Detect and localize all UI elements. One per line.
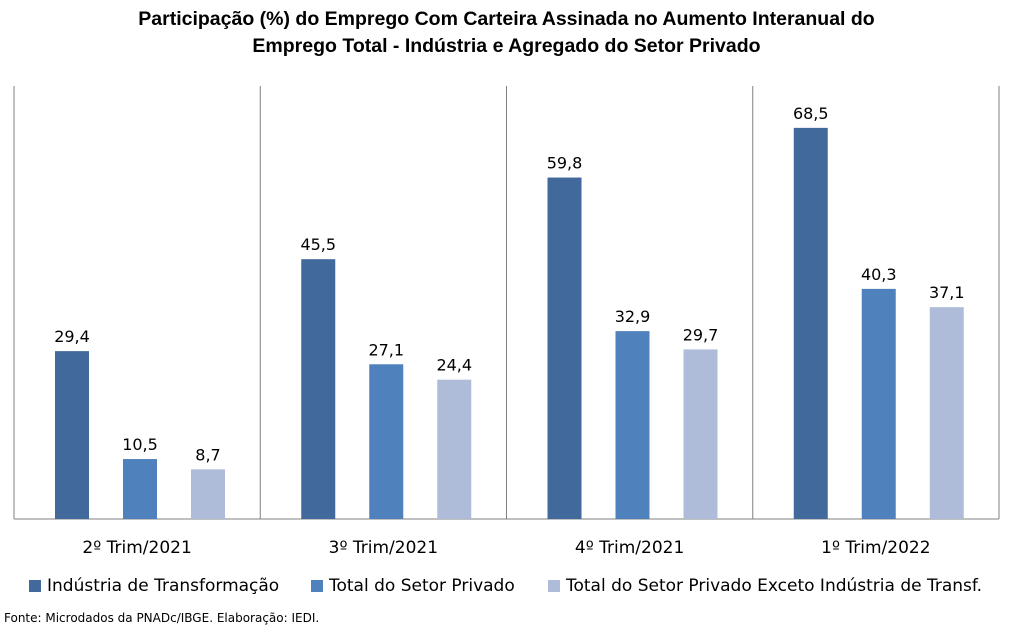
data-label: 29,7	[683, 325, 719, 344]
data-label: 10,5	[122, 435, 158, 454]
plot-area: 29,4 10,5 8,7 2º Trim/2021 45,5 27,1 24,4 3º Tr…	[13, 86, 1000, 558]
bar	[547, 177, 582, 520]
legend-swatch-total-privado	[311, 580, 323, 592]
bar	[55, 351, 89, 519]
data-label: 8,7	[195, 445, 220, 464]
data-label: 40,3	[861, 265, 897, 284]
source-note: Fonte: Microdados da PNADc/IBGE. Elabora…	[4, 611, 320, 625]
bar	[123, 459, 157, 519]
bar	[793, 127, 828, 520]
data-label: 32,9	[615, 307, 651, 326]
legend-label-exceto-industria: Total do Setor Privado Exceto Indústria …	[566, 576, 983, 596]
legend-item-industria: Indústria de Transformação	[29, 576, 279, 596]
bar	[861, 288, 896, 519]
data-label: 37,1	[929, 283, 965, 302]
bar	[369, 364, 404, 519]
category-label: 4º Trim/2021	[575, 538, 684, 558]
bar	[683, 349, 718, 519]
legend-item-exceto-industria: Total do Setor Privado Exceto Indústria …	[548, 576, 982, 596]
data-label: 29,4	[54, 327, 90, 346]
category-label: 3º Trim/2021	[329, 538, 438, 558]
data-label: 59,8	[547, 154, 583, 173]
legend-swatch-exceto-industria	[548, 580, 560, 592]
category-label: 1º Trim/2022	[821, 538, 930, 558]
legend-label-total-privado: Total do Setor Privado	[329, 576, 515, 596]
bar	[615, 331, 650, 519]
data-label: 27,1	[368, 340, 404, 359]
legend-item-total-privado: Total do Setor Privado	[311, 576, 515, 596]
bar	[929, 307, 964, 519]
data-label: 45,5	[300, 235, 336, 254]
bar	[301, 259, 336, 519]
legend: Indústria de Transformação Total do Seto…	[0, 576, 1013, 600]
category-label: 2º Trim/2021	[82, 538, 191, 558]
bar	[191, 469, 225, 519]
data-label: 68,5	[793, 104, 829, 123]
chart-title: Participação (%) do Emprego Com Carteira…	[0, 6, 1013, 60]
chart-title-line-2: Emprego Total - Indústria e Agregado do …	[252, 35, 761, 57]
bar	[437, 379, 472, 519]
legend-swatch-industria	[29, 580, 41, 592]
chart-title-line-1: Participação (%) do Emprego Com Carteira…	[138, 8, 875, 30]
data-label: 24,4	[436, 356, 472, 375]
legend-label-industria: Indústria de Transformação	[47, 576, 280, 596]
